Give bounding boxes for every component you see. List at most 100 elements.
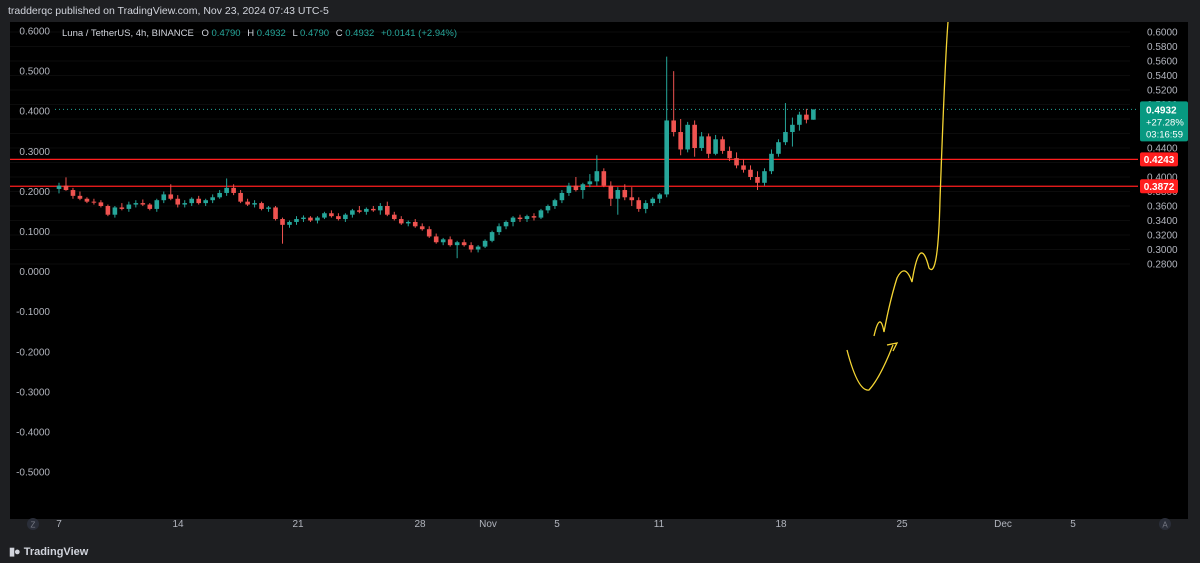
left-axis-tick-label: 0.2000 [19,187,50,198]
candle-body [769,153,774,172]
right-axis-tick-label: 0.3000 [1147,245,1178,256]
candle-body [175,198,181,205]
candle-body [161,194,167,201]
candle-body [804,114,809,120]
tradingview-logo-text: TradingView [23,545,89,558]
right-axis-tick-label: 0.3200 [1147,231,1178,242]
candle-body [384,206,390,215]
high-value: 0.4932 [257,28,286,39]
projection-arrowhead [886,342,899,352]
right-axis-tick-label: 0.6000 [1147,28,1178,39]
candle-body [545,206,551,211]
candle-body [503,221,509,227]
candle-body [468,245,474,250]
candle-body [147,204,153,209]
current-price-badge [1140,101,1188,142]
left-axis-tick-label: 0.0000 [19,267,50,278]
right-axis-tick-label: 0.3400 [1147,216,1178,227]
right-axis[interactable]: 0.60000.58000.56000.54000.52000.50000.48… [1147,28,1178,271]
time-axis-tick-label: 14 [172,519,184,530]
candle-body [601,171,607,186]
open-label: O [201,28,208,39]
time-axis-tick-label: 11 [654,519,665,530]
auto-scale-button[interactable] [1159,518,1171,530]
left-scale-button[interactable] [27,518,39,530]
candle-body [419,226,425,230]
candle-body [196,198,201,204]
candle-body [357,210,362,212]
left-axis-tick-label: 0.3000 [19,147,50,158]
low-value: 0.4790 [300,28,329,39]
left-axis-tick-label: 0.5000 [19,67,50,78]
right-axis-tick-label: 0.5400 [1147,71,1178,82]
candle-body [608,185,614,199]
right-axis-tick-label: 0.4400 [1147,144,1178,155]
candle-body [692,124,697,148]
left-axis-tick-label: -0.5000 [16,468,50,479]
candle-body [189,198,195,204]
candle-body [308,217,313,221]
yellow-projection-drawing[interactable] [846,21,949,391]
candle-body [210,197,215,201]
candle-body [112,207,118,215]
candle-body [552,200,558,206]
publisher-bar: tradderqc published on TradingView.com, … [0,0,1200,22]
candle-body [699,136,704,148]
candle-body [573,185,579,191]
candle-body [301,217,306,220]
time-axis[interactable]: 7 14 21 28 Nov 5 11 18 25 Dec 5 [56,519,1076,530]
candle-body [119,207,125,209]
candle-body [440,239,446,243]
time-axis-tick-label: 25 [896,519,908,530]
candle-body [398,219,404,224]
candle-body [343,214,348,220]
symbol-legend[interactable]: Luna / TetherUS, 4h, BINANCE O 0.4790 H … [62,28,457,39]
chart-panel [10,22,1188,519]
candle-body [671,120,676,133]
left-axis-tick-label: -0.2000 [16,347,50,358]
left-scale-button-label: Z [31,521,36,530]
candle-body [336,216,341,220]
high-label: H [247,28,254,39]
candle-body [63,185,69,191]
candle-body [77,195,83,199]
candle-body [776,142,781,154]
right-axis-tick-label: 0.3600 [1147,202,1178,213]
low-label: L [292,28,297,39]
candle-body [797,114,802,125]
candle-body [496,226,502,233]
candle-body [280,219,285,225]
candle-body [594,171,600,182]
candle-body [734,158,739,166]
current-price-label: 0.4932 [1146,105,1177,116]
candle-body [84,198,90,202]
candle-body [133,203,139,205]
right-axis-tick-label: 0.2800 [1147,260,1178,271]
right-axis-tick-label: 0.4000 [1147,173,1178,184]
candle-body [182,203,188,205]
candle-body [748,169,753,177]
candle-body [56,185,62,189]
candle-body [203,200,208,204]
candle-body [350,210,355,215]
candle-body [454,242,460,246]
candle-body [70,190,76,196]
price-badges: 0.4243 0.3872 0.4932+27.28%03:16:59 [1140,101,1188,194]
candle-body [811,109,816,120]
candle-body [126,204,132,209]
candle-body [412,221,418,227]
candle-body [580,184,586,191]
tradingview-logo[interactable]: ▮● TradingView [9,545,89,559]
time-axis-tick-label: Nov [479,519,497,530]
candle-body [168,194,174,199]
candles[interactable] [56,56,816,259]
candle-body [685,124,690,150]
left-axis[interactable]: 0.6000 0.5000 0.4000 0.3000 0.2000 0.1000 0.00… [16,27,50,479]
candle-body [517,217,523,220]
candle-body [259,203,264,209]
time-axis-tick-label: 5 [554,519,560,530]
candle-body [524,216,530,220]
candle-body [587,181,593,185]
candle-body [371,208,376,211]
